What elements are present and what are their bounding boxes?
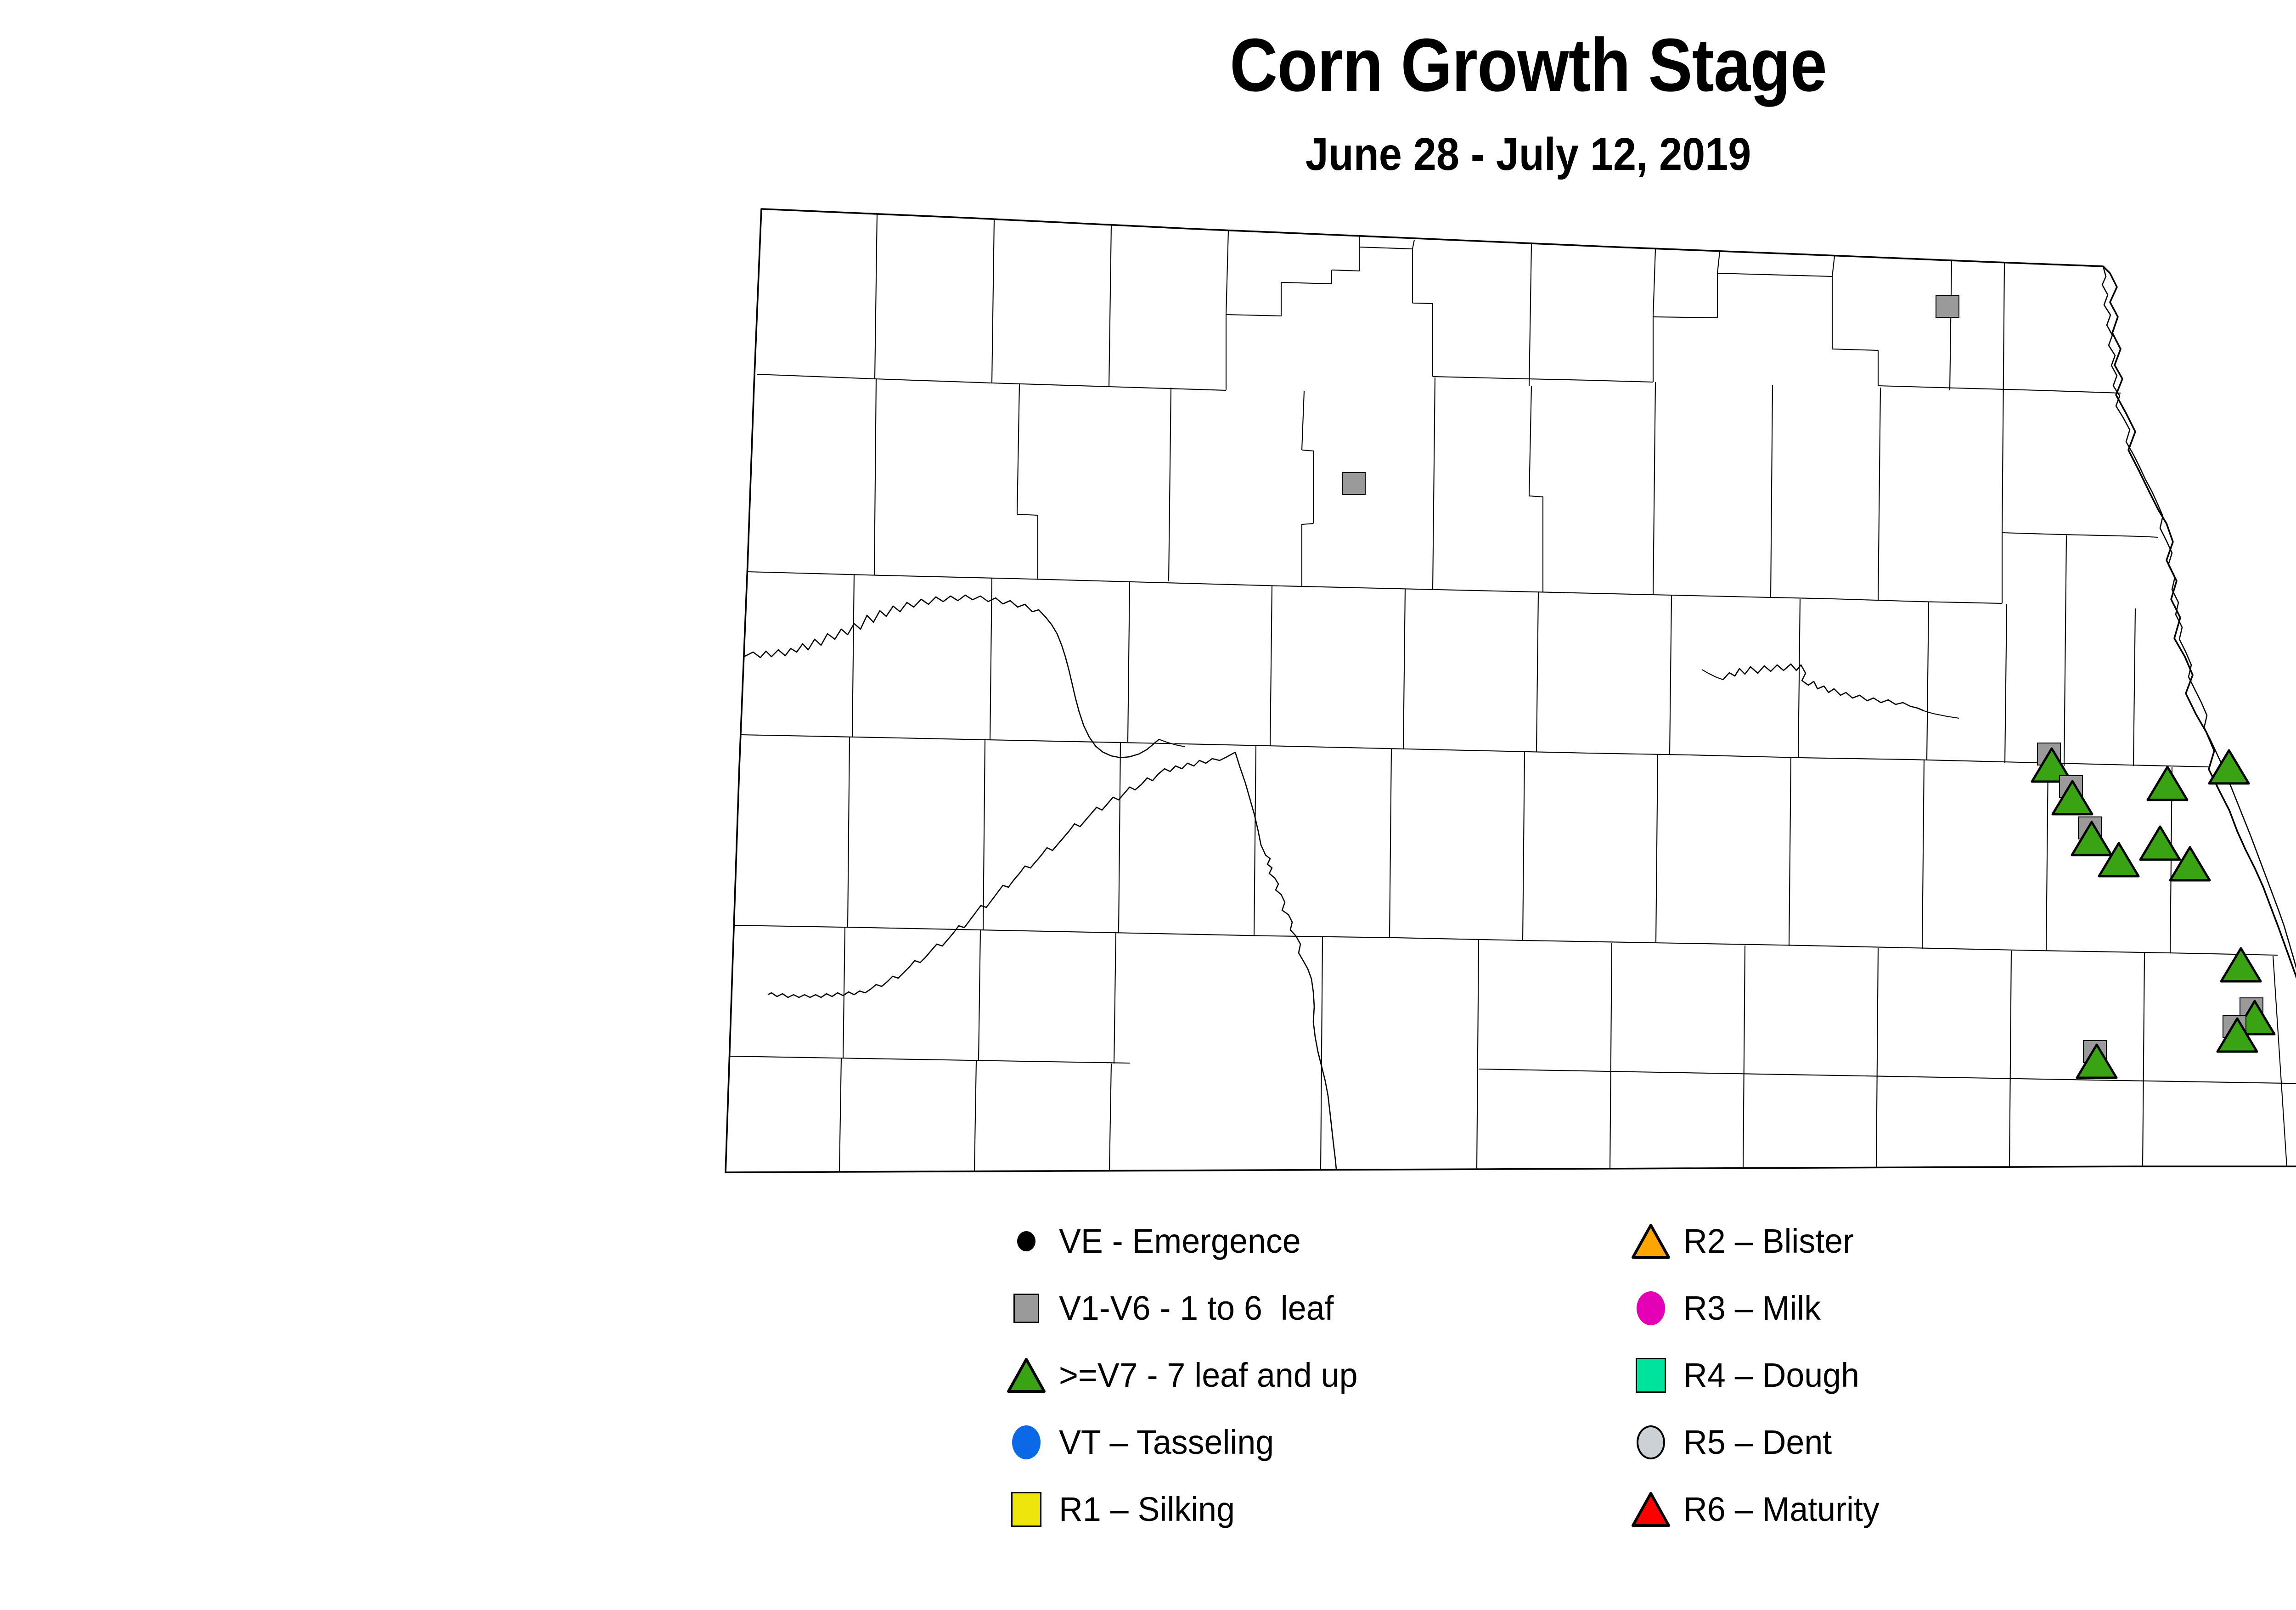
legend-dot-icon — [1017, 1231, 1035, 1251]
legend-triangle-icon — [1632, 1224, 1670, 1259]
legend-item-label: VE - Emergence — [1059, 1222, 1301, 1260]
legend-item-r3: R3 – Milk — [1626, 1275, 1885, 1342]
legend-item-label: V1-V6 - 1 to 6 leaf — [1059, 1289, 1334, 1327]
legend-item-r5: R5 – Dent — [1626, 1409, 1885, 1476]
map-marker-triangle-v7 — [2051, 779, 2093, 816]
legend-item-vt: VT – Tasseling — [1001, 1409, 1367, 1476]
county-boundaries — [725, 208, 2296, 1173]
legend-swatch — [1001, 1283, 1052, 1334]
legend-square-icon — [1011, 1492, 1041, 1527]
red-river-border — [2101, 266, 2296, 969]
map-marker-triangle-v7 — [2216, 1017, 2258, 1053]
legend-item-label: >=V7 - 7 leaf and up — [1059, 1356, 1358, 1394]
legend-circle-icon — [1637, 1425, 1665, 1459]
legend-item-ve: VE - Emergence — [1001, 1208, 1367, 1275]
legend-column-left: VE - Emergence V1-V6 - 1 to 6 leaf >=V7 - … — [1001, 1208, 1367, 1543]
legend-item-label: R5 – Dent — [1683, 1423, 1832, 1461]
legend-item-label: VT – Tasseling — [1059, 1423, 1274, 1461]
legend-item-label: R4 – Dough — [1683, 1356, 1860, 1394]
map-marker-triangle-v7 — [2220, 946, 2262, 983]
legend-item-label: R1 – Silking — [1059, 1490, 1235, 1528]
legend-square-icon — [1636, 1358, 1666, 1393]
legend-item-v7: >=V7 - 7 leaf and up — [1001, 1342, 1367, 1409]
map-marker-triangle-v7 — [2146, 765, 2189, 802]
legend-item-label: R2 – Blister — [1683, 1222, 1854, 1260]
legend-triangle-icon — [1632, 1492, 1670, 1527]
legend-swatch — [1626, 1283, 1676, 1334]
map-marker-triangle-v7 — [2139, 825, 2181, 861]
legend-swatch — [1626, 1417, 1676, 1468]
legend-column-right: R2 – Blister R3 – Milk R4 – Dough R5 – Dent… — [1626, 1208, 1885, 1543]
map-marker-triangle-v7 — [2071, 820, 2113, 857]
legend-item-label: R3 – Milk — [1683, 1289, 1821, 1327]
map-marker-triangle-v7 — [2169, 845, 2211, 882]
legend-item-r4: R4 – Dough — [1626, 1342, 1885, 1409]
north-dakota-map — [716, 193, 2296, 1185]
map-marker-triangle-v7 — [2098, 841, 2140, 878]
legend-swatch — [1001, 1417, 1052, 1468]
legend-swatch — [1001, 1216, 1052, 1267]
legend-square-icon — [1013, 1294, 1039, 1323]
map-marker-triangle-v7 — [2076, 1043, 2118, 1080]
page-subtitle: June 28 - July 12, 2019 — [1305, 129, 1751, 180]
legend-swatch — [1626, 1484, 1676, 1535]
legend-triangle-icon — [1007, 1358, 1046, 1393]
legend-item-label: R6 – Maturity — [1683, 1490, 1880, 1528]
north-dakota-county-outline — [725, 208, 2296, 1173]
legend-swatch — [1001, 1484, 1052, 1535]
map-marker-square-v1-v6 — [1936, 295, 1959, 318]
map-marker-triangle-v7 — [2031, 747, 2073, 783]
title-block: Corn Growth Stage June 28 - July 12, 201… — [0, 23, 2296, 180]
legend-swatch — [1001, 1350, 1052, 1401]
legend: VE - Emergence V1-V6 - 1 to 6 leaf >=V7 - … — [1001, 1208, 2195, 1557]
legend-item-r6: R6 – Maturity — [1626, 1476, 1885, 1543]
map-marker-triangle-v7 — [2208, 749, 2250, 785]
page-title: Corn Growth Stage — [1229, 23, 1827, 107]
legend-circle-icon — [1637, 1291, 1665, 1325]
legend-circle-icon — [1012, 1425, 1041, 1459]
legend-item-v1v6: V1-V6 - 1 to 6 leaf — [1001, 1275, 1367, 1342]
legend-item-r2: R2 – Blister — [1626, 1208, 1885, 1275]
legend-item-r1: R1 – Silking — [1001, 1476, 1367, 1543]
legend-swatch — [1626, 1350, 1676, 1401]
map-marker-square-v1-v6 — [1342, 472, 1366, 495]
legend-swatch — [1626, 1216, 1676, 1267]
